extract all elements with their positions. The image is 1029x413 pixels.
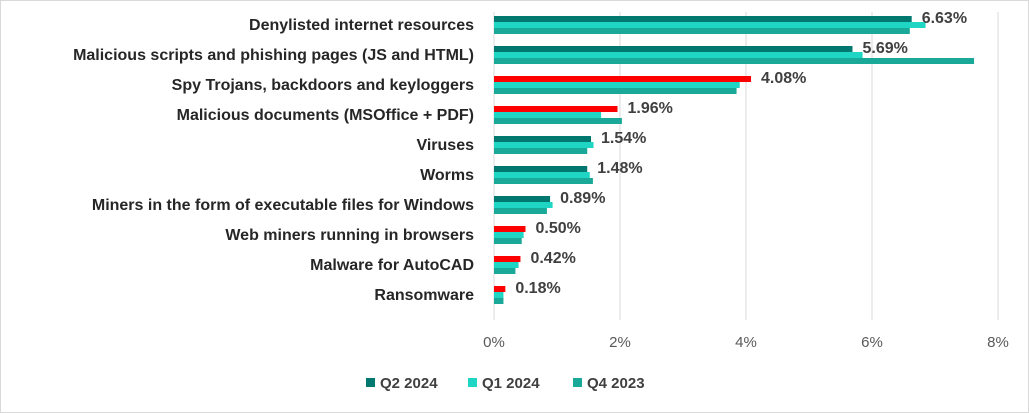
data-label: 5.69% [862, 40, 907, 57]
bar-q2-2024 [494, 76, 752, 82]
data-label: 6.63% [922, 10, 967, 27]
data-labels: 6.63% 5.69% 4.08% 1.96% 1.54% 1.48% 0.89% 0.50%… [515, 10, 967, 297]
category-label: Miners in the form of executable files f… [92, 197, 474, 214]
data-label: 4.08% [761, 70, 806, 87]
data-label: 0.50% [536, 220, 581, 237]
bar-q2-2024 [494, 106, 618, 112]
bar-q4-2023 [494, 178, 593, 184]
x-tick-label: 4% [735, 334, 757, 351]
category-label: Spy Trojans, backdoors and keyloggers [172, 77, 474, 94]
legend: Q2 2024 Q1 2024 Q4 2023 [366, 375, 645, 392]
category-label: Denylisted internet resources [249, 17, 474, 34]
bar-q4-2023 [494, 238, 522, 244]
bar-q4-2023 [494, 118, 622, 124]
category-label: Malicious documents (MSOffice + PDF) [177, 107, 474, 124]
bar-q4-2023 [494, 298, 504, 304]
legend-label: Q2 2024 [380, 375, 438, 392]
data-label: 0.42% [530, 250, 575, 267]
bar-q1-2024 [494, 292, 504, 298]
bars [494, 16, 975, 304]
bar-q1-2024 [494, 112, 602, 118]
bar-q1-2024 [494, 82, 740, 88]
x-tick-label: 2% [609, 334, 631, 351]
bar-q1-2024 [494, 262, 519, 268]
bar-q2-2024 [494, 136, 592, 142]
category-label: Viruses [416, 137, 474, 154]
bar-q2-2024 [494, 256, 521, 262]
legend-label: Q1 2024 [482, 375, 540, 392]
bar-q4-2023 [494, 58, 975, 64]
category-label: Web miners running in browsers [225, 227, 474, 244]
x-axis-tick-labels: 0% 2% 4% 6% 8% [483, 334, 1009, 351]
bar-q2-2024 [494, 286, 506, 292]
category-label: Ransomware [374, 287, 474, 304]
bar-q2-2024 [494, 196, 551, 202]
bar-q1-2024 [494, 142, 594, 148]
bar-q2-2024 [494, 166, 588, 172]
category-label: Worms [420, 167, 474, 184]
bar-q4-2023 [494, 28, 910, 34]
legend-swatch [573, 378, 582, 387]
x-tick-label: 6% [861, 334, 883, 351]
category-label: Malicious scripts and phishing pages (JS… [73, 47, 474, 64]
legend-label: Q4 2023 [587, 375, 645, 392]
bar-q4-2023 [494, 208, 547, 214]
bar-q2-2024 [494, 226, 526, 232]
category-label: Malware for AutoCAD [310, 257, 474, 274]
category-labels: Denylisted internet resources Malicious s… [73, 17, 474, 304]
bar-q1-2024 [494, 202, 553, 208]
bar-q4-2023 [494, 268, 516, 274]
bar-q1-2024 [494, 52, 863, 58]
x-tick-label: 8% [987, 334, 1009, 351]
x-tick-label: 0% [483, 334, 505, 351]
data-label: 1.54% [601, 130, 646, 147]
data-label: 1.96% [627, 100, 672, 117]
data-label: 1.48% [597, 160, 642, 177]
data-label: 0.18% [515, 280, 560, 297]
bar-q4-2023 [494, 148, 588, 154]
legend-swatch [366, 378, 375, 387]
bar-q2-2024 [494, 16, 912, 22]
bar-q2-2024 [494, 46, 853, 52]
bar-q1-2024 [494, 22, 926, 28]
legend-swatch [468, 378, 477, 387]
data-label: 0.89% [560, 190, 605, 207]
bar-q1-2024 [494, 232, 524, 238]
bar-q4-2023 [494, 88, 737, 94]
bar-q1-2024 [494, 172, 590, 178]
